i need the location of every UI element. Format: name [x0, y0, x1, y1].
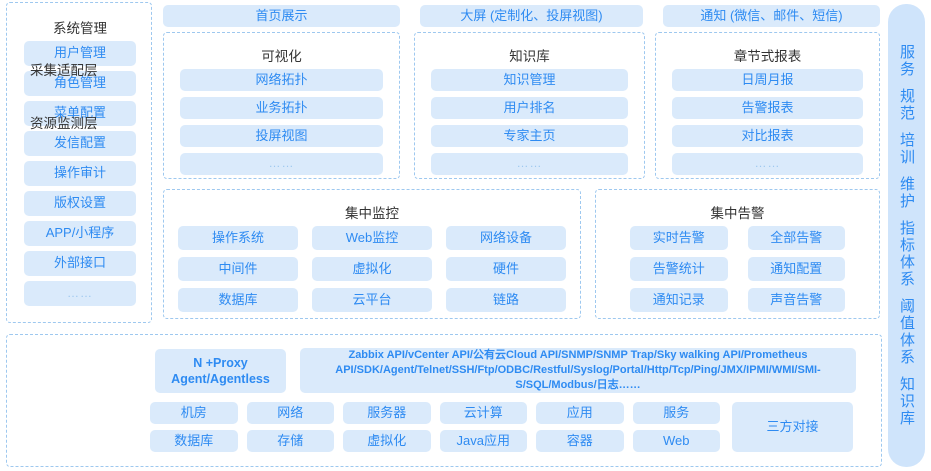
- item-knowledge-management[interactable]: 知识管理: [431, 69, 628, 91]
- right-bar-item-threshold-system: 阈值体系: [898, 298, 915, 366]
- right-bar-item-metric-system: 指标体系: [898, 220, 915, 288]
- item-virtualization[interactable]: 虚拟化: [312, 257, 432, 281]
- third-party-integration-box[interactable]: 三方对接: [732, 402, 853, 452]
- report-title: 章节式报表: [733, 49, 802, 64]
- item-notification-record[interactable]: 通知记录: [630, 288, 728, 312]
- proxy-agent-box[interactable]: N +Proxy Agent/Agentless: [155, 349, 286, 393]
- item-hardware[interactable]: 硬件: [446, 257, 566, 281]
- sidebar-item-copyright-settings[interactable]: 版权设置: [24, 191, 136, 216]
- item-comparison-report[interactable]: 对比报表: [672, 125, 863, 147]
- item-expert-homepage[interactable]: 专家主页: [431, 125, 628, 147]
- proxy-line-1: N +Proxy: [193, 355, 248, 370]
- item-daily-weekly-monthly-report[interactable]: 日周月报: [672, 69, 863, 91]
- item-link[interactable]: 链路: [446, 288, 566, 312]
- proxy-line-2: Agent/Agentless: [171, 372, 270, 386]
- item-database-resource[interactable]: 数据库: [150, 430, 238, 452]
- item-user-ranking[interactable]: 用户排名: [431, 97, 628, 119]
- sidebar-item-operation-audit[interactable]: 操作审计: [24, 161, 136, 186]
- right-bar-item-knowledge-base: 知识库: [898, 376, 915, 427]
- item-knowledge-more[interactable]: ……: [431, 153, 628, 175]
- sidebar-item-external-interface[interactable]: 外部接口: [24, 251, 136, 276]
- item-network[interactable]: 网络: [246, 402, 334, 424]
- right-bar-item-training: 培训: [898, 132, 915, 166]
- sidebar-item-menu-config[interactable]: 菜单配置: [24, 101, 136, 126]
- item-cloud-computing[interactable]: 云计算: [439, 402, 527, 424]
- visualization-list: 网络拓扑 业务拓扑 投屏视图 ……: [180, 69, 383, 181]
- item-visualization-more[interactable]: ……: [180, 153, 383, 175]
- tab-homepage-display[interactable]: 首页展示: [163, 5, 400, 27]
- report-panel: 章节式报表 日周月报 告警报表 对比报表 ……: [655, 32, 880, 179]
- item-notification-config[interactable]: 通知配置: [747, 257, 845, 281]
- item-application[interactable]: 应用: [536, 402, 624, 424]
- visualization-panel: 可视化 网络拓扑 业务拓扑 投屏视图 ……: [163, 32, 400, 179]
- right-bar-item-service: 服务: [898, 44, 915, 78]
- item-report-more[interactable]: ……: [672, 153, 863, 175]
- item-web-monitoring[interactable]: Web监控: [312, 226, 432, 250]
- collection-layer-label: 采集适配层: [30, 63, 98, 78]
- item-java-application[interactable]: Java应用: [439, 430, 527, 452]
- item-screen-view[interactable]: 投屏视图: [180, 125, 383, 147]
- knowledge-base-panel: 知识库 知识管理 用户排名 专家主页 ……: [414, 32, 645, 179]
- protocol-api-box[interactable]: Zabbix API/vCenter API/公有云Cloud API/SNMP…: [300, 348, 856, 393]
- item-sound-alarm[interactable]: 声音告警: [747, 288, 845, 312]
- centralized-alarm-title: 集中告警: [710, 206, 765, 221]
- knowledge-base-list: 知识管理 用户排名 专家主页 ……: [431, 69, 628, 181]
- item-business-topology[interactable]: 业务拓扑: [180, 97, 383, 119]
- top-tab-row: 首页展示 大屏 (定制化、投屏视图) 通知 (微信、邮件、短信): [158, 5, 882, 27]
- right-vertical-bar: 服务 规范 培训 维护 指标体系 阈值体系 知识库: [888, 4, 925, 467]
- centralized-alarm-grid: 实时告警 全部告警 告警统计 通知配置 通知记录 声音告警: [630, 226, 845, 312]
- item-storage[interactable]: 存储: [246, 430, 334, 452]
- system-management-title: 系统管理: [53, 21, 107, 36]
- upper-region: 系统管理 用户管理 角色管理 菜单配置 发信配置 操作审计 版权设置 APP/小…: [6, 2, 882, 325]
- tab-large-screen[interactable]: 大屏 (定制化、投屏视图): [420, 5, 643, 27]
- resource-layer-grid: 机房 网络 服务器 云计算 应用 服务 数据库 存储 虚拟化 Java应用 容器…: [150, 402, 720, 452]
- item-alarm-statistics[interactable]: 告警统计: [630, 257, 728, 281]
- visualization-title: 可视化: [261, 49, 302, 64]
- item-service[interactable]: 服务: [632, 402, 720, 424]
- item-alarm-report[interactable]: 告警报表: [672, 97, 863, 119]
- tab-notification[interactable]: 通知 (微信、邮件、短信): [663, 5, 880, 27]
- sidebar-item-user-management[interactable]: 用户管理: [24, 41, 136, 66]
- item-cloud-platform[interactable]: 云平台: [312, 288, 432, 312]
- item-virtualization-resource[interactable]: 虚拟化: [343, 430, 431, 452]
- item-web[interactable]: Web: [632, 430, 720, 452]
- feature-panel-row: 可视化 网络拓扑 业务拓扑 投屏视图 …… 知识库 知识管理 用户排名 专家主页…: [158, 32, 882, 180]
- system-management-panel: 系统管理 用户管理 角色管理 菜单配置 发信配置 操作审计 版权设置 APP/小…: [6, 2, 152, 323]
- sidebar-item-app-miniprogram[interactable]: APP/小程序: [24, 221, 136, 246]
- system-management-list: 用户管理 角色管理 菜单配置 发信配置 操作审计 版权设置 APP/小程序 外部…: [24, 41, 136, 311]
- sidebar-item-mail-config[interactable]: 发信配置: [24, 131, 136, 156]
- centralized-alarm-panel: 集中告警 实时告警 全部告警 告警统计 通知配置 通知记录 声音告警: [595, 189, 880, 319]
- item-realtime-alarm[interactable]: 实时告警: [630, 226, 728, 250]
- item-operating-system[interactable]: 操作系统: [178, 226, 298, 250]
- item-container[interactable]: 容器: [536, 430, 624, 452]
- monitoring-panel-row: 集中监控 操作系统 Web监控 网络设备 中间件 虚拟化 硬件 数据库 云平台 …: [158, 189, 882, 322]
- report-list: 日周月报 告警报表 对比报表 ……: [672, 69, 863, 181]
- knowledge-base-title: 知识库: [509, 49, 550, 64]
- sidebar-item-role-management[interactable]: 角色管理: [24, 71, 136, 96]
- item-network-topology[interactable]: 网络拓扑: [180, 69, 383, 91]
- item-middleware[interactable]: 中间件: [178, 257, 298, 281]
- centralized-monitoring-grid: 操作系统 Web监控 网络设备 中间件 虚拟化 硬件 数据库 云平台 链路: [178, 226, 566, 312]
- item-server[interactable]: 服务器: [343, 402, 431, 424]
- item-all-alarm[interactable]: 全部告警: [747, 226, 845, 250]
- content-column: 首页展示 大屏 (定制化、投屏视图) 通知 (微信、邮件、短信) 可视化 网络拓…: [158, 2, 882, 325]
- item-data-center-room[interactable]: 机房: [150, 402, 238, 424]
- item-network-device[interactable]: 网络设备: [446, 226, 566, 250]
- item-database[interactable]: 数据库: [178, 288, 298, 312]
- centralized-monitoring-panel: 集中监控 操作系统 Web监控 网络设备 中间件 虚拟化 硬件 数据库 云平台 …: [163, 189, 581, 319]
- right-bar-item-maintenance: 维护: [898, 176, 915, 210]
- right-bar-item-standard: 规范: [898, 88, 915, 122]
- centralized-monitoring-title: 集中监控: [345, 206, 399, 221]
- sidebar-item-more[interactable]: ……: [24, 281, 136, 306]
- resource-layer-label: 资源监测层: [30, 116, 98, 131]
